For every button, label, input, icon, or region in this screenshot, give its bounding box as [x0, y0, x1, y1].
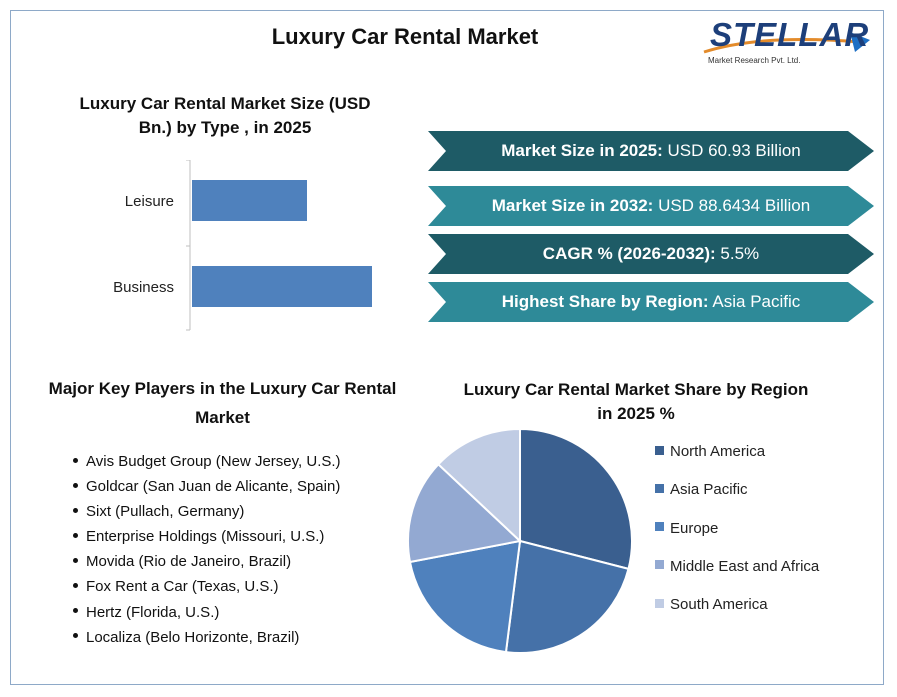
pie-slice-north-america: [519, 427, 633, 571]
pie-chart-title: Luxury Car Rental Market Share by Region…: [450, 378, 822, 426]
banner-arrow-shape: [428, 234, 874, 274]
player-list-item: Movida (Rio de Janeiro, Brazil): [73, 549, 341, 574]
stat-banner: Market Size in 2032: USD 88.6434 Billion: [428, 186, 874, 226]
player-list-item: Localiza (Belo Horizonte, Brazil): [73, 625, 341, 650]
bar-chart: Leisure Business: [113, 160, 372, 331]
bar-chart-title: Luxury Car Rental Market Size (USD Bn.) …: [60, 92, 390, 140]
players-list: Avis Budget Group (New Jersey, U.S.) Gold…: [73, 449, 341, 650]
banner-label: Market Size in 2032:: [491, 196, 654, 215]
player-list-item: Enterprise Holdings (Missouri, U.S.): [73, 524, 341, 549]
bullet-icon: [73, 608, 78, 614]
stat-banner: Market Size in 2025: USD 60.93 Billion: [428, 131, 874, 171]
banner-text: Highest Share by Region: Asia Pacific: [448, 282, 854, 322]
player-name: Movida (Rio de Janeiro, Brazil): [86, 553, 292, 571]
player-name: Hertz (Florida, U.S.): [86, 603, 220, 621]
pie-chart: [407, 427, 633, 654]
legend-swatch: [655, 560, 664, 570]
pie-legend: North America Asia Pacific Europe Middle Ea…: [655, 442, 819, 633]
bar-category-label: Leisure: [125, 193, 174, 210]
banner-text: Market Size in 2032: USD 88.6434 Billion: [448, 186, 854, 226]
player-list-item: Sixt (Pullach, Germany): [73, 499, 341, 524]
logo-wordmark: STELLAR: [710, 16, 870, 53]
bullet-icon: [73, 557, 78, 563]
logo-swoosh-icon: [703, 32, 870, 54]
players-title-line2: Market: [195, 408, 250, 427]
legend-swatch: [655, 483, 664, 493]
player-list-item: Fox Rent a Car (Texas, U.S.): [73, 574, 341, 599]
player-name: Fox Rent a Car (Texas, U.S.): [86, 578, 279, 596]
legend-item: Europe: [655, 519, 819, 557]
player-list-item: Goldcar (San Juan de Alicante, Spain): [73, 474, 341, 499]
pie-slice-middle-east-and-africa: [407, 462, 523, 564]
bar-chart-title-line1: Luxury Car Rental Market Size (USD: [79, 94, 371, 113]
player-name: Avis Budget Group (New Jersey, U.S.): [86, 453, 341, 470]
legend-swatch: [655, 522, 664, 532]
bullet-icon: [73, 532, 78, 538]
banner-label: Market Size in 2025:: [501, 141, 663, 160]
pie-slice-asia-pacific: [504, 539, 630, 654]
bar-chart-title-line2: Bn.) by Type , in 2025: [138, 118, 312, 137]
legend-label: Middle East and Africa: [670, 557, 820, 575]
banner-arrow-shape: [428, 186, 874, 226]
banner-value: USD 60.93 Billion: [662, 141, 801, 160]
stat-banner: Highest Share by Region: Asia Pacific: [428, 282, 874, 322]
players-title: Major Key Players in the Luxury Car Rent…: [40, 374, 405, 432]
bullet-icon: [73, 457, 78, 463]
bullet-icon: [73, 482, 78, 488]
players-title-line1: Major Key Players in the Luxury Car Rent…: [48, 379, 397, 398]
logo-subtitle: Market Research Pvt. Ltd.: [708, 56, 801, 65]
player-name: Goldcar (San Juan de Alicante, Spain): [86, 478, 341, 496]
banner-value: USD 88.6434 Billion: [653, 196, 811, 215]
legend-item: South America: [655, 595, 819, 633]
stat-banner: CAGR % (2026-2032): 5.5%: [428, 234, 874, 274]
player-name: Enterprise Holdings (Missouri, U.S.): [86, 528, 325, 546]
pie-slice-europe: [408, 539, 522, 654]
player-list-item: Hertz (Florida, U.S.): [73, 600, 341, 625]
bullet-icon: [73, 507, 78, 513]
legend-item: Middle East and Africa: [655, 557, 819, 595]
bullet-icon: [73, 633, 78, 639]
bar-business: [192, 266, 372, 307]
legend-swatch: [655, 445, 664, 455]
banner-value: Asia Pacific: [708, 292, 801, 311]
pie-slice-south-america: [436, 427, 521, 544]
page-title: Luxury Car Rental Market: [271, 24, 539, 49]
player-name: Sixt (Pullach, Germany): [86, 503, 245, 521]
banner-label: CAGR % (2026-2032):: [542, 244, 716, 263]
legend-label: South America: [670, 596, 768, 614]
bar-category-label: Business: [113, 279, 174, 296]
banner-text: Market Size in 2025: USD 60.93 Billion: [448, 131, 854, 171]
banner-arrow-shape: [428, 282, 874, 322]
company-logo: STELLAR Market Research Pvt. Ltd.: [700, 12, 875, 72]
player-name: Localiza (Belo Horizonte, Brazil): [86, 628, 300, 646]
pie-chart-title-line2: in 2025 %: [597, 404, 675, 423]
legend-label: North America: [670, 443, 766, 460]
player-list-item: Avis Budget Group (New Jersey, U.S.): [73, 449, 341, 474]
legend-label: Asia Pacific: [670, 481, 748, 499]
banner-value: 5.5%: [715, 244, 760, 263]
pie-chart-title-line1: Luxury Car Rental Market Share by Region: [463, 380, 809, 399]
legend-swatch: [655, 598, 664, 608]
bullet-icon: [73, 583, 78, 588]
banner-label: Highest Share by Region:: [501, 292, 709, 311]
legend-item: North America: [655, 442, 819, 480]
legend-label: Europe: [670, 519, 719, 537]
legend-item: Asia Pacific: [655, 480, 819, 518]
banner-arrow-shape: [428, 131, 874, 171]
infographic-frame: [10, 10, 884, 685]
bar-leisure: [192, 180, 307, 221]
banner-text: CAGR % (2026-2032): 5.5%: [448, 234, 854, 274]
